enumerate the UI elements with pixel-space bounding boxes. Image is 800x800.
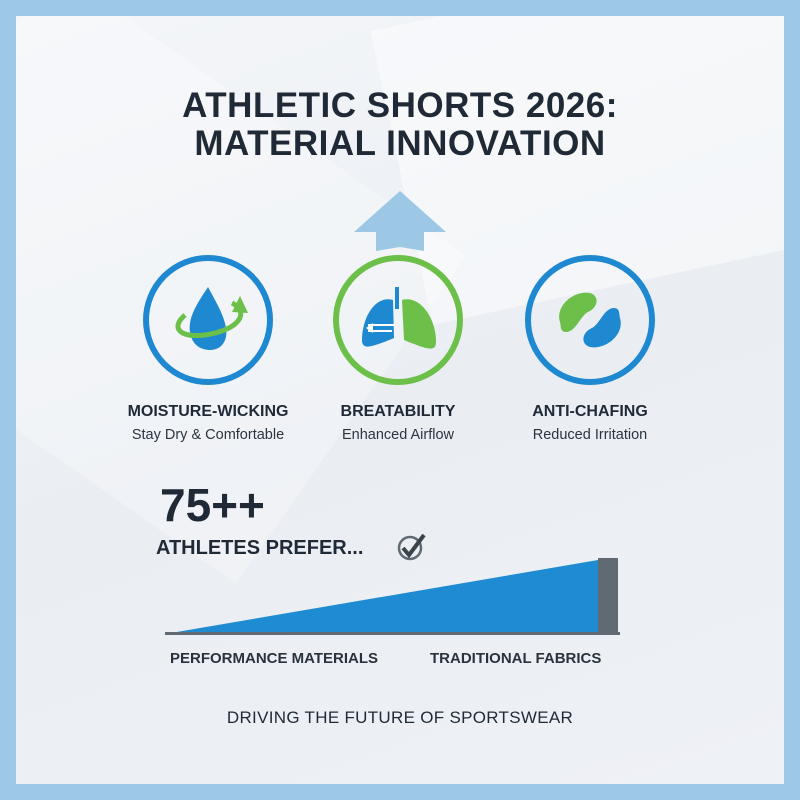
title-line-1: ATHLETIC SHORTS 2026: (182, 86, 618, 125)
feature-moisture-wicking: MOISTURE-WICKING Stay Dry & Comfortable (108, 403, 308, 443)
stat-label: ATHLETES PREFER... (156, 537, 364, 559)
traditional-fabrics-bar (598, 558, 618, 634)
lungs-airflow-icon (333, 255, 463, 385)
feature-heading: BREATABILITY (340, 403, 456, 420)
baseline (165, 632, 620, 635)
feature-subtitle: Reduced Irritation (532, 427, 648, 443)
up-arrow-icon (354, 191, 446, 251)
feature-subtitle: Enhanced Airflow (341, 427, 455, 443)
interlocking-shapes-icon (525, 255, 655, 385)
stat-value: 75++ (160, 479, 265, 531)
infographic-panel (16, 16, 784, 784)
feature-breathability: BREATABILITY Enhanced Airflow (298, 403, 498, 443)
feature-heading: MOISTURE-WICKING (127, 403, 289, 420)
left-label: PERFORMANCE MATERIALS (170, 650, 379, 667)
title-line-2: MATERIAL INNOVATION (194, 124, 606, 163)
right-label: TRADITIONAL FABRICS (430, 650, 602, 667)
performance-materials-wedge (165, 560, 598, 634)
feature-heading: ANTI-CHAFING (532, 403, 648, 420)
footer-tagline: DRIVING THE FUTURE OF SPORTSWEAR (226, 708, 574, 727)
feature-subtitle: Stay Dry & Comfortable (131, 427, 285, 443)
water-drop-cycle-icon (143, 255, 273, 385)
feature-anti-chafing: ANTI-CHAFING Reduced Irritation (490, 403, 690, 443)
check-circle-icon (397, 533, 426, 561)
